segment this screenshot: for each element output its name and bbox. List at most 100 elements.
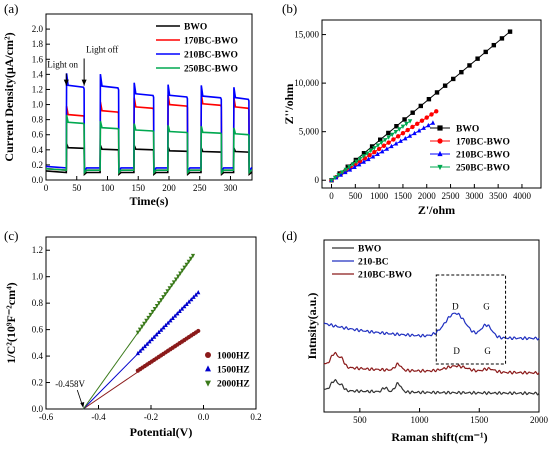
data-point: [429, 112, 434, 117]
peak-label: D: [452, 301, 459, 311]
data-point: [152, 334, 157, 339]
y-axis-title: Z''/ohm: [282, 84, 296, 125]
x-tick-label: 4000: [513, 191, 532, 201]
data-point: [369, 144, 375, 149]
data-point: [165, 320, 171, 325]
x-tick-label: 500: [349, 191, 363, 201]
legend-marker: [205, 352, 211, 358]
x-tick-label: -0.2: [144, 412, 158, 422]
data-point: [393, 141, 399, 146]
data-point: [384, 146, 390, 151]
data-point: [395, 134, 401, 139]
data-point: [196, 328, 201, 334]
data-point: [475, 56, 480, 61]
data-point: [142, 343, 147, 349]
data-point: [196, 290, 201, 295]
data-point: [188, 256, 193, 261]
panel-label: (c): [4, 228, 18, 243]
legend-label: 2000HZ: [217, 380, 250, 390]
data-point: [167, 286, 172, 291]
y-tick-label: 1.8: [32, 39, 44, 49]
data-point: [189, 297, 194, 302]
data-point: [161, 325, 166, 330]
data-point: [418, 103, 423, 109]
y-tick-label: 0.4: [32, 351, 44, 361]
legend-label: 1000HZ: [217, 352, 250, 362]
data-point: [386, 135, 391, 140]
x-tick-label: 1500: [394, 191, 413, 201]
x-axis-title: Time(s): [129, 194, 168, 208]
data-point: [154, 332, 159, 337]
data-point: [421, 125, 426, 130]
x-tick-label: -0.6: [39, 412, 54, 422]
x-tick-label: 2000: [418, 191, 437, 201]
data-point: [168, 318, 173, 323]
data-point: [140, 324, 145, 329]
series-line-250BC-BWO: [45, 114, 252, 175]
data-point: [412, 130, 417, 136]
y-tick-label: 10,000: [294, 78, 319, 88]
data-point: [398, 138, 403, 143]
data-point: [175, 311, 180, 316]
data-point: [372, 149, 377, 155]
plot-frame: [321, 19, 542, 189]
y-tick-label: 1.6: [32, 54, 44, 64]
legend-marker: [437, 138, 443, 144]
data-point: [352, 164, 357, 169]
panel-label: (a): [4, 1, 18, 16]
x-tick-label: 1000: [370, 191, 389, 201]
data-point: [156, 301, 162, 306]
data-point: [193, 292, 199, 297]
y-tick-label: 0: [315, 175, 320, 185]
x-tick-label: 150: [131, 183, 145, 193]
legend-label: 210BC-BWO: [358, 271, 412, 281]
data-point: [338, 172, 343, 177]
data-point: [483, 49, 488, 55]
legend-marker: [205, 380, 211, 387]
data-point: [182, 265, 187, 270]
data-point: [137, 327, 143, 332]
data-point: [146, 315, 151, 321]
data-point: [191, 294, 196, 299]
x-tick-label: 50: [72, 183, 82, 193]
panel-b: (b) 0 500 1000 1500 2000 2500 3000 3500 4000 0 5,00…: [282, 1, 542, 217]
data-point: [365, 151, 370, 156]
data-point: [400, 124, 406, 130]
data-point: [135, 330, 140, 335]
data-point: [434, 109, 439, 114]
panel-c: (c) -0.6 -0.4 -0.2 0.0 0.2 0.0 0.2 0.4 0.6 0.8 1.0 1…: [4, 228, 262, 439]
data-point: [391, 137, 396, 142]
data-point: [180, 268, 185, 273]
x-tick-label: 0: [44, 183, 49, 193]
data-point: [403, 135, 408, 141]
data-point: [416, 128, 422, 133]
y-tick-label: 0.0: [32, 175, 44, 185]
data-point: [354, 159, 359, 165]
data-point: [361, 151, 367, 156]
data-point: [426, 96, 432, 102]
x-tick-label: 0.0: [198, 412, 210, 422]
data-point: [182, 304, 187, 309]
data-point: [376, 146, 382, 152]
data-point: [382, 138, 388, 143]
data-point: [177, 308, 182, 313]
x-axis-title: Z'/ohm: [418, 203, 455, 217]
data-point: [378, 137, 383, 142]
data-point: [154, 304, 160, 309]
legend-label: 170BC-BWO: [456, 138, 510, 148]
legend-marker: [205, 365, 211, 372]
y-tick-label: 1.2: [32, 245, 43, 255]
arrow-line: [76, 389, 83, 406]
data-point: [186, 299, 192, 304]
data-point: [178, 271, 183, 276]
y-axis-title: 1/C²(10⁹F⁻²cm⁴): [4, 282, 18, 363]
data-point: [171, 280, 177, 285]
data-point: [507, 29, 513, 34]
arrow-head: [81, 79, 87, 86]
series-line-BWO: [323, 378, 540, 396]
panel-label: (b): [282, 1, 297, 16]
x-tick-label: 2000: [530, 415, 549, 425]
data-point: [343, 169, 348, 175]
data-point: [347, 167, 353, 172]
data-point: [186, 259, 191, 264]
